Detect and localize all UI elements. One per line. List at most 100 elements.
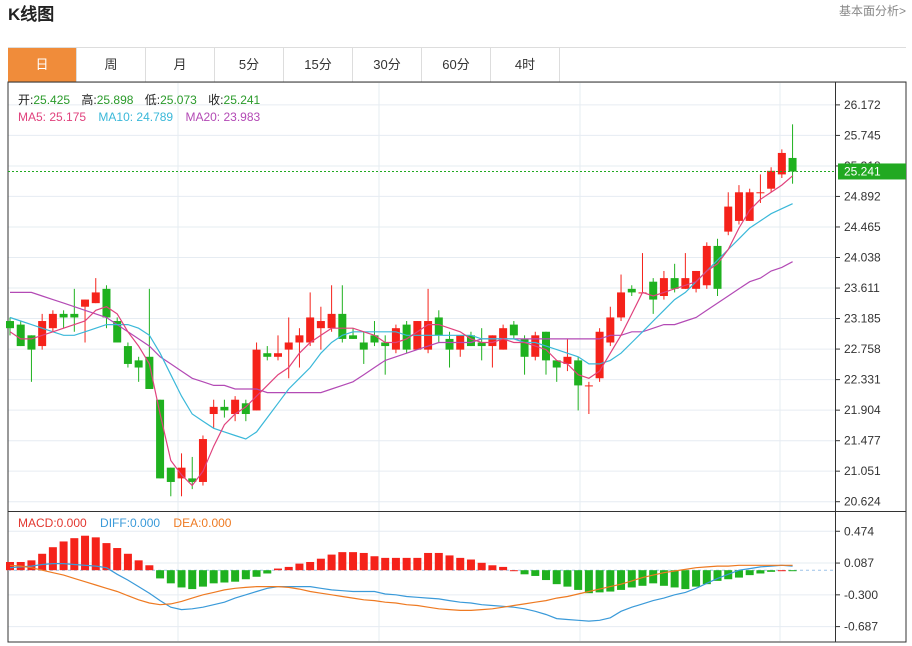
candle-51[interactable] (552, 360, 561, 382)
candle-24[interactable] (263, 346, 272, 361)
macd-bar-73 (788, 570, 797, 572)
candle-body-10 (113, 321, 122, 343)
candle-73[interactable] (788, 124, 797, 184)
macd-tick-label-0: 0.474 (844, 524, 874, 538)
candle-22[interactable] (241, 399, 250, 422)
candle-body-18 (198, 439, 207, 482)
tab-month[interactable]: 月 (146, 48, 215, 82)
candle-52[interactable] (563, 338, 572, 372)
price-tick-label-3: 24.892 (844, 189, 881, 203)
candle-55[interactable] (595, 328, 604, 382)
candle-5[interactable] (59, 310, 68, 329)
candle-19[interactable] (209, 399, 218, 429)
candle-63[interactable] (681, 253, 690, 289)
candle-53[interactable] (574, 356, 583, 411)
macd-bar-32 (349, 552, 358, 571)
tab-5min[interactable]: 5分 (215, 48, 284, 82)
candle-45[interactable] (488, 335, 497, 368)
candle-29[interactable] (316, 306, 325, 350)
candle-61[interactable] (659, 270, 668, 300)
macd-bar-71 (767, 570, 776, 572)
candle-body-41 (445, 338, 454, 350)
candle-57[interactable] (617, 274, 626, 322)
macd-bar-25 (274, 568, 282, 571)
candle-68[interactable] (734, 185, 743, 225)
candle-15[interactable] (166, 467, 175, 497)
candle-body-25 (274, 353, 282, 357)
candle-31[interactable] (338, 285, 347, 343)
candle-39[interactable] (424, 288, 433, 354)
candle-body-2 (27, 335, 36, 350)
candle-body-67 (724, 206, 733, 232)
tab-30min[interactable]: 30分 (353, 48, 422, 82)
candle-8[interactable] (91, 278, 100, 304)
candle-72[interactable] (777, 149, 786, 178)
tab-week[interactable]: 周 (77, 48, 146, 82)
macd-bar-43 (466, 559, 475, 571)
candle-41[interactable] (445, 331, 454, 368)
candle-25[interactable] (274, 335, 282, 361)
candle-34[interactable] (370, 321, 379, 347)
candle-67[interactable] (724, 192, 733, 236)
candle-body-11 (123, 346, 132, 364)
candle-54[interactable] (584, 381, 593, 415)
candle-0[interactable] (6, 317, 14, 336)
candle-46[interactable] (499, 324, 508, 350)
grid-lines (8, 83, 835, 641)
candle-20[interactable] (220, 399, 229, 418)
candle-12[interactable] (134, 356, 143, 382)
candle-30[interactable] (327, 285, 336, 332)
tab-15min[interactable]: 15分 (284, 48, 353, 82)
macd-tick-label-3: -0.687 (844, 620, 878, 634)
candle-17[interactable] (188, 456, 197, 490)
candle-body-60 (649, 281, 658, 300)
svg-text:开:25.425 高:25.898 低:25: 开:25.425 高:25.898 低:25.073 收:25.241 (18, 92, 261, 107)
candle-36[interactable] (391, 324, 400, 354)
candle-37[interactable] (402, 321, 411, 354)
candle-56[interactable] (606, 306, 615, 347)
candle-body-53 (574, 360, 583, 386)
candle-32[interactable] (349, 328, 358, 339)
candle-62[interactable] (670, 263, 679, 293)
candle-69[interactable] (745, 188, 754, 221)
candle-4[interactable] (48, 310, 57, 332)
candle-3[interactable] (38, 313, 47, 350)
candle-59[interactable] (638, 253, 647, 294)
candle-65[interactable] (702, 242, 711, 289)
tab-day[interactable]: 日 (8, 48, 77, 82)
tab-4hour[interactable]: 4时 (491, 48, 560, 82)
candle-71[interactable] (767, 167, 776, 193)
last-price-tag (838, 163, 906, 180)
macd-bar-58 (627, 570, 636, 588)
candle-44[interactable] (477, 328, 486, 361)
macd-bar-29 (316, 558, 325, 571)
price-tick-label-10: 21.904 (844, 403, 881, 417)
tab-60min[interactable]: 60分 (422, 48, 491, 82)
macd-bar-49 (531, 570, 540, 576)
candle-21[interactable] (231, 396, 240, 422)
fundamental-analysis-link[interactable]: 基本面分析> (838, 4, 906, 18)
candle-66[interactable] (713, 238, 722, 296)
macd-bar-12 (134, 560, 143, 571)
candle-18[interactable] (198, 435, 207, 486)
candle-40[interactable] (434, 310, 443, 343)
candle-28[interactable] (306, 292, 315, 347)
candle-13[interactable] (145, 288, 154, 389)
candle-23[interactable] (252, 342, 261, 411)
candle-70[interactable] (756, 174, 765, 204)
candle-42[interactable] (456, 335, 465, 357)
candle-58[interactable] (627, 285, 636, 296)
macd-bar-62 (670, 570, 679, 588)
price-tick-label-5: 24.038 (844, 251, 881, 265)
candle-27[interactable] (295, 328, 304, 368)
candle-10[interactable] (113, 317, 122, 343)
candle-1[interactable] (16, 321, 25, 347)
candle-33[interactable] (359, 331, 368, 364)
candle-body-72 (777, 152, 786, 175)
candle-2[interactable] (27, 335, 36, 382)
candle-11[interactable] (123, 342, 132, 368)
macd-bar-4 (48, 547, 57, 571)
candle-47[interactable] (509, 321, 518, 339)
svg-text:MA5: 25.175 MA10: 24.789: MA5: 25.175 MA10: 24.789 MA20: 23.983 (18, 110, 260, 124)
